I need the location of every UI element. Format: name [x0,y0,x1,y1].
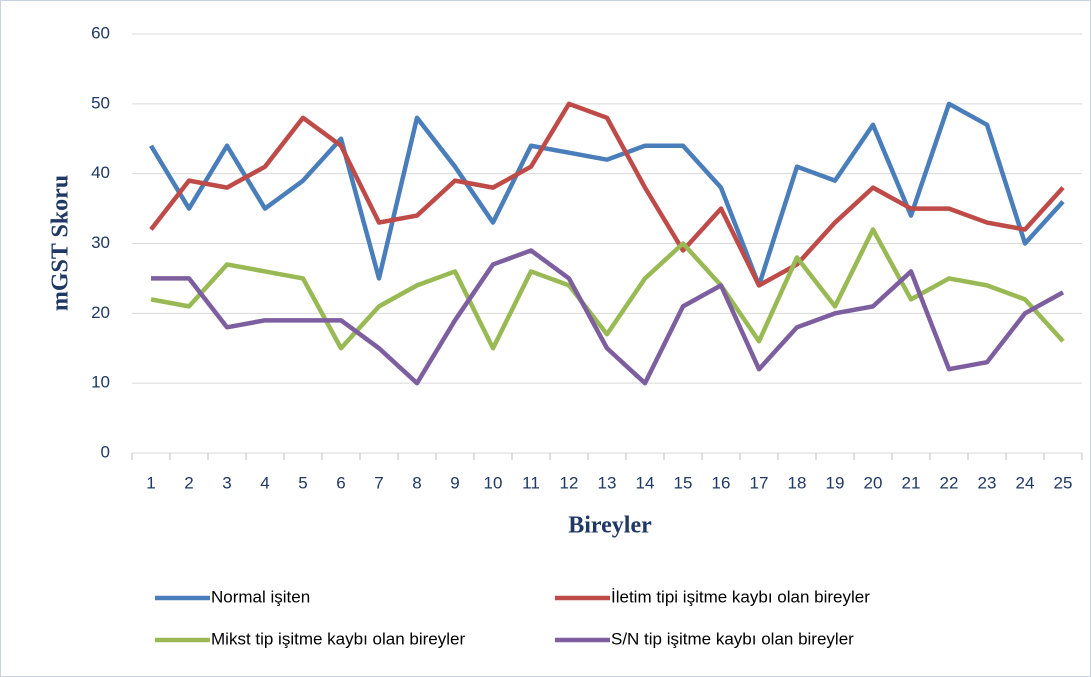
x-tick-label: 16 [712,473,731,492]
y-tick-label: 20 [91,303,110,322]
x-tick-label: 2 [184,473,193,492]
y-tick-label: 0 [101,442,110,461]
legend-label: Mikst tip işitme kaybı olan bireyler [211,629,465,648]
series-line [149,101,1065,288]
x-tick-label: 7 [374,473,383,492]
x-tick-label: 5 [298,473,307,492]
y-tick-label: 40 [91,163,110,182]
y-tick-label: 60 [91,23,110,42]
y-tick-label: 30 [91,233,110,252]
x-tick-label: 17 [750,473,769,492]
x-tick-label: 15 [674,473,693,492]
x-tick-label: 6 [336,473,345,492]
x-tick-label: 13 [598,473,617,492]
x-tick-label: 21 [902,473,921,492]
x-tick-label: 1 [146,473,155,492]
x-tick-label: 3 [222,473,231,492]
x-axis-title: Bireyler [568,513,652,539]
series-line [151,248,1065,386]
x-tick-label: 12 [560,473,579,492]
x-tick-label: 20 [864,473,883,492]
x-tick-label: 19 [826,473,845,492]
x-tick-label: 8 [412,473,421,492]
series-line [149,101,1065,288]
y-axis-title: mGST Skoru [48,175,74,311]
series-line [150,227,1065,351]
legend-label: Normal işiten [211,587,310,606]
x-tick-label: 4 [260,473,269,492]
x-tick-label: 14 [636,473,655,492]
x-tick-label: 9 [450,473,459,492]
x-tick-label: 25 [1054,473,1073,492]
legend-label: S/N tip işitme kaybı olan bireyler [611,629,854,648]
x-tick-label: 23 [978,473,997,492]
y-tick-label: 10 [91,373,110,392]
x-tick-label: 24 [1016,473,1035,492]
x-tick-label: 11 [522,473,540,492]
legend-label: İletim tipi işitme kaybı olan bireyler [611,587,870,606]
x-tick-label: 18 [788,473,807,492]
x-tick-label: 22 [940,473,959,492]
x-tick-label: 10 [484,473,503,492]
y-tick-label: 50 [91,93,110,112]
